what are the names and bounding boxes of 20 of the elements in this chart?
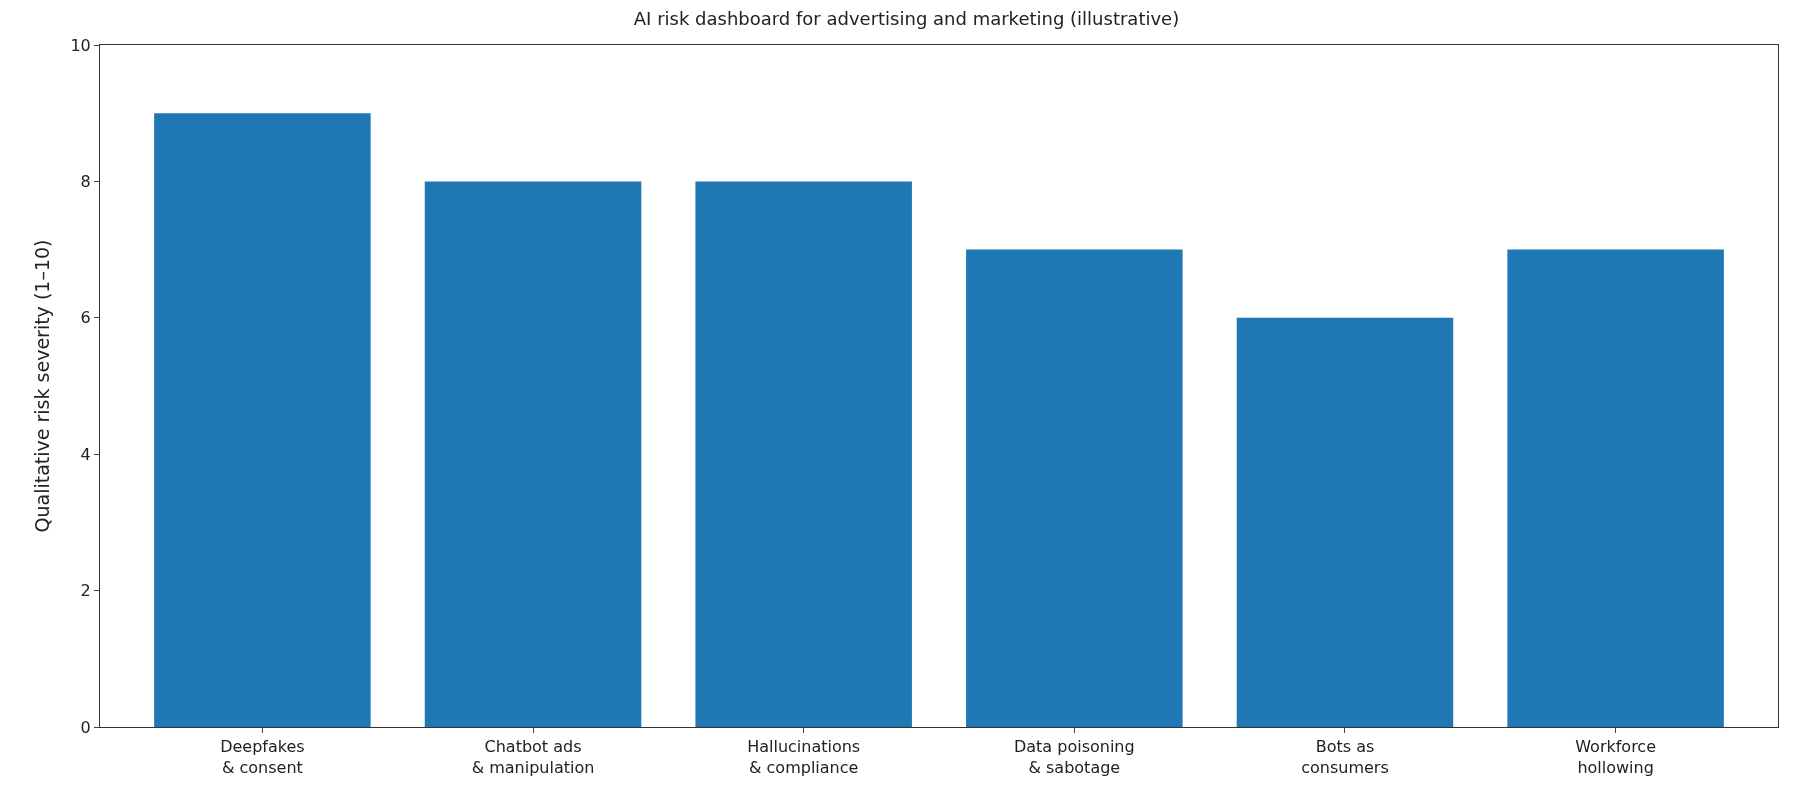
x-tick-label: Hallucinations & compliance: [747, 737, 861, 777]
bar: [966, 249, 1183, 727]
x-tick-label: Data poisoning & sabotage: [1013, 737, 1135, 777]
y-tick-label: 10: [70, 35, 91, 55]
bar: [154, 113, 371, 727]
bar: [1236, 317, 1454, 727]
y-tick-label: 0: [80, 717, 91, 737]
x-tick-label: Deepfakes & consent: [220, 737, 305, 777]
y-tick-label: 4: [80, 444, 91, 464]
x-tick-label: Chatbot ads & manipulation: [471, 737, 595, 777]
bar: [1507, 249, 1724, 727]
x-tick-label: Workforce hollowing: [1575, 737, 1657, 777]
y-tick-label: 8: [80, 172, 91, 191]
bar: [695, 181, 912, 727]
bar: [424, 181, 642, 727]
x-tick-label: Bots as consumers: [1301, 737, 1389, 777]
y-tick-label: 6: [80, 308, 91, 328]
chart-title: AI risk dashboard for advertising and marketing (illustrative): [633, 7, 1180, 29]
y-axis-title: Qualitative risk severity (1–10): [31, 239, 54, 533]
y-tick-label: 2: [80, 581, 91, 601]
